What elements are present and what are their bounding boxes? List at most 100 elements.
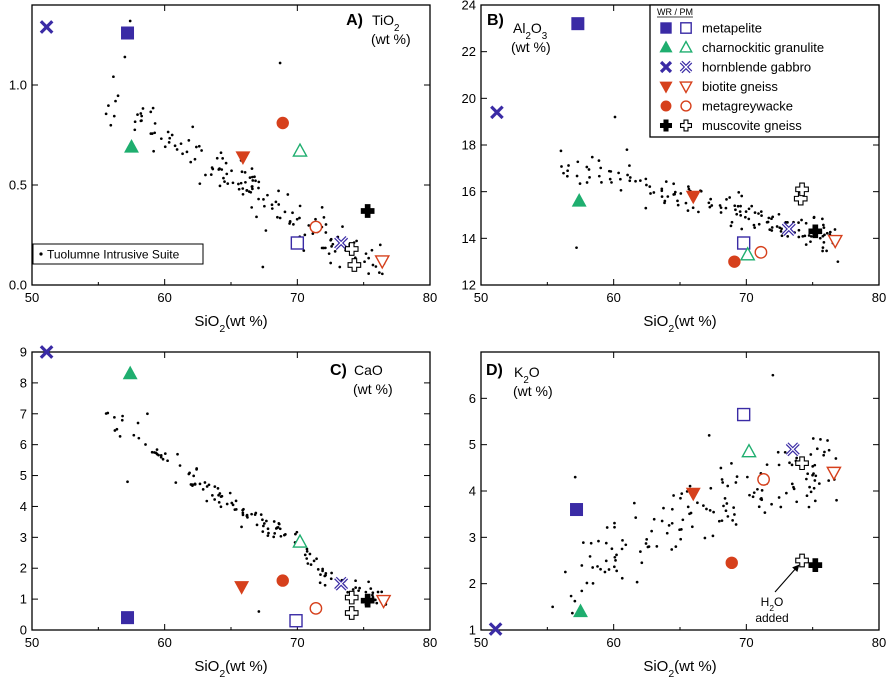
x-tick-label: 80	[872, 635, 886, 650]
suite-point	[748, 493, 751, 497]
marker-charnockitic-granulite-pm	[292, 533, 308, 548]
suite-point	[371, 591, 375, 595]
sample-markers	[39, 20, 391, 272]
suite-point	[822, 453, 826, 457]
suite-point	[179, 142, 183, 146]
suite-point	[619, 188, 623, 192]
suite-point	[608, 177, 612, 181]
suite-point	[679, 192, 683, 195]
annotation-arrowhead	[792, 564, 800, 573]
panel-b: 50 60 70 80 12 14 16 18 20 22 24 SiO2(wt %) B) Al2O3(…	[462, 0, 886, 335]
marker-charnockitic-granulite-wr	[573, 603, 588, 618]
marker-hornblende-gabbro-wr	[488, 622, 503, 636]
suite-point	[818, 236, 822, 240]
x-tick-label: 50	[474, 290, 488, 305]
x-axis-title: SiO2(wt %)	[643, 658, 716, 680]
y-tick-label: 3	[469, 530, 476, 545]
suite-point	[746, 475, 749, 479]
suite-point	[228, 491, 232, 495]
suite-point	[628, 164, 631, 167]
suite-point	[821, 246, 825, 249]
suite-point	[255, 523, 259, 527]
y-tick-label: 6	[469, 391, 476, 406]
suite-point	[173, 144, 177, 148]
suite-point	[163, 145, 167, 149]
suite-point	[760, 489, 764, 492]
suite-point	[215, 156, 219, 160]
suite-point	[718, 204, 722, 207]
suite-point	[370, 248, 374, 252]
suite-point	[733, 513, 736, 516]
y-tick-label: 0.0	[9, 278, 27, 293]
suite-point	[809, 240, 812, 244]
suite-point	[330, 571, 333, 575]
marker-hornblende-gabbro-wr	[39, 345, 54, 359]
suite-point	[320, 206, 324, 209]
sample-markers	[39, 345, 392, 628]
suite-point	[648, 185, 652, 188]
suite-point	[377, 271, 381, 274]
suite-point	[270, 207, 274, 210]
suite-point	[257, 186, 260, 190]
suite-point	[324, 231, 328, 234]
suite-point	[734, 481, 738, 484]
suite-point	[835, 498, 838, 502]
marker-metapelite-pm	[736, 236, 751, 250]
marker-metagreywacke-pm	[309, 220, 323, 234]
suite-point	[805, 494, 809, 498]
suite-point	[376, 590, 380, 594]
suite-point	[220, 494, 224, 498]
suite-point	[823, 450, 826, 454]
suite-point	[836, 260, 840, 264]
suite-point	[621, 538, 624, 542]
suite-point	[216, 487, 220, 490]
marker-charnockitic-granulite-wr	[124, 139, 139, 153]
suite-point	[262, 524, 265, 528]
suite-point	[725, 198, 728, 201]
suite-point	[811, 473, 814, 477]
suite-point	[231, 503, 235, 507]
suite-point	[585, 581, 589, 585]
suite-point	[567, 164, 570, 167]
suite-point	[804, 221, 808, 225]
suite-legend-box	[32, 243, 204, 265]
suite-point	[821, 234, 825, 238]
suite-point	[128, 19, 132, 23]
marker-biotite-gneiss-wr	[685, 487, 701, 502]
y-tick-label: 24	[462, 0, 476, 13]
suite-point	[780, 227, 783, 231]
y-tick-label: 1.0	[9, 78, 27, 93]
suite-point	[121, 414, 124, 418]
suite-point	[551, 605, 554, 609]
x-tick-label: 50	[25, 635, 39, 650]
plot-frame	[480, 351, 880, 631]
suite-point	[687, 185, 690, 188]
marker-metagreywacke-pm	[757, 473, 770, 486]
suite-point	[777, 212, 781, 216]
suite-point	[610, 181, 613, 184]
suite-point	[619, 177, 622, 181]
suite-point	[743, 215, 747, 219]
suite-point	[123, 55, 127, 59]
suite-point	[724, 509, 728, 513]
marker-muscovite-gneiss-pm	[344, 606, 359, 620]
suite-point	[785, 491, 788, 495]
suite-point	[244, 180, 247, 184]
suite-point	[697, 210, 700, 214]
suite-point	[588, 555, 592, 558]
suite-point	[813, 479, 817, 482]
suite-point	[239, 181, 243, 185]
suite-point	[276, 215, 279, 219]
suite-point	[209, 173, 213, 176]
suite-point	[243, 171, 247, 174]
suite-point	[807, 505, 811, 509]
y-tick-label: 9	[20, 345, 27, 360]
suite-point	[686, 209, 690, 212]
suite-point	[292, 223, 295, 226]
suite-point	[211, 167, 215, 171]
suite-point	[613, 555, 617, 559]
suite-point	[728, 196, 732, 199]
suite-point	[329, 237, 333, 241]
x-tick-label: 70	[290, 290, 304, 305]
suite-point	[190, 483, 194, 486]
